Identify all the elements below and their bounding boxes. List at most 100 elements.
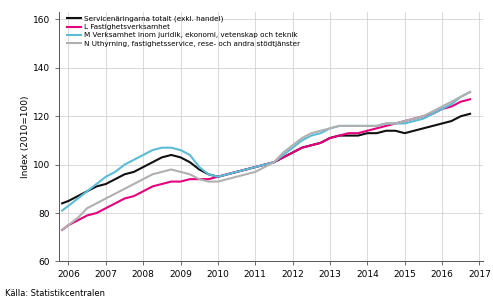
M Verksamhet inom juridik, ekonomi, vetenskap och teknik — [196, 165, 202, 169]
Servicenäringarna totalt (exkl. handel) — [421, 126, 426, 130]
Servicenäringarna totalt (exkl. handel) — [458, 114, 464, 118]
L Fastighetsverksamhet — [224, 172, 230, 176]
N Uthyrning, fastighetsservice, rese- och andra stödtjänster — [467, 90, 473, 94]
N Uthyrning, fastighetsservice, rese- och andra stödtjänster — [224, 177, 230, 181]
M Verksamhet inom juridik, ekonomi, vetenskap och teknik — [421, 117, 426, 120]
M Verksamhet inom juridik, ekonomi, vetenskap och teknik — [327, 126, 333, 130]
N Uthyrning, fastighetsservice, rese- och andra stödtjänster — [131, 182, 137, 186]
Servicenäringarna totalt (exkl. handel) — [187, 161, 193, 164]
M Verksamhet inom juridik, ekonomi, vetenskap och teknik — [317, 131, 323, 135]
L Fastighetsverksamhet — [262, 163, 268, 167]
L Fastighetsverksamhet — [336, 134, 342, 137]
Servicenäringarna totalt (exkl. handel) — [66, 199, 71, 203]
Servicenäringarna totalt (exkl. handel) — [75, 194, 81, 198]
M Verksamhet inom juridik, ekonomi, vetenskap och teknik — [467, 90, 473, 94]
M Verksamhet inom juridik, ekonomi, vetenskap och teknik — [346, 124, 352, 128]
M Verksamhet inom juridik, ekonomi, vetenskap och teknik — [66, 204, 71, 208]
L Fastighetsverksamhet — [84, 214, 90, 217]
Servicenäringarna totalt (exkl. handel) — [271, 161, 277, 164]
Servicenäringarna totalt (exkl. handel) — [327, 136, 333, 140]
L Fastighetsverksamhet — [346, 131, 352, 135]
Servicenäringarna totalt (exkl. handel) — [262, 163, 268, 167]
N Uthyrning, fastighetsservice, rese- och andra stödtjänster — [206, 180, 211, 183]
Servicenäringarna totalt (exkl. handel) — [364, 131, 370, 135]
N Uthyrning, fastighetsservice, rese- och andra stödtjänster — [317, 129, 323, 133]
M Verksamhet inom juridik, ekonomi, vetenskap och teknik — [430, 112, 436, 116]
M Verksamhet inom juridik, ekonomi, vetenskap och teknik — [383, 122, 389, 125]
L Fastighetsverksamhet — [66, 223, 71, 227]
L Fastighetsverksamhet — [187, 177, 193, 181]
N Uthyrning, fastighetsservice, rese- och andra stödtjänster — [411, 117, 417, 120]
Servicenäringarna totalt (exkl. handel) — [103, 182, 109, 186]
M Verksamhet inom juridik, ekonomi, vetenskap och teknik — [252, 165, 258, 169]
Servicenäringarna totalt (exkl. handel) — [131, 170, 137, 174]
Servicenäringarna totalt (exkl. handel) — [308, 143, 314, 147]
Servicenäringarna totalt (exkl. handel) — [299, 146, 305, 150]
Servicenäringarna totalt (exkl. handel) — [215, 175, 221, 178]
L Fastighetsverksamhet — [271, 161, 277, 164]
N Uthyrning, fastighetsservice, rese- och andra stödtjänster — [355, 124, 361, 128]
N Uthyrning, fastighetsservice, rese- och andra stödtjänster — [196, 177, 202, 181]
M Verksamhet inom juridik, ekonomi, vetenskap och teknik — [159, 146, 165, 150]
L Fastighetsverksamhet — [234, 170, 240, 174]
M Verksamhet inom juridik, ekonomi, vetenskap och teknik — [355, 124, 361, 128]
M Verksamhet inom juridik, ekonomi, vetenskap och teknik — [308, 134, 314, 137]
Servicenäringarna totalt (exkl. handel) — [290, 151, 296, 154]
L Fastighetsverksamhet — [439, 107, 445, 111]
N Uthyrning, fastighetsservice, rese- och andra stödtjänster — [66, 223, 71, 227]
N Uthyrning, fastighetsservice, rese- och andra stödtjänster — [187, 172, 193, 176]
N Uthyrning, fastighetsservice, rese- och andra stödtjänster — [392, 122, 398, 125]
Servicenäringarna totalt (exkl. handel) — [159, 156, 165, 159]
M Verksamhet inom juridik, ekonomi, vetenskap och teknik — [271, 161, 277, 164]
N Uthyrning, fastighetsservice, rese- och andra stödtjänster — [168, 168, 174, 171]
Servicenäringarna totalt (exkl. handel) — [112, 177, 118, 181]
M Verksamhet inom juridik, ekonomi, vetenskap och teknik — [224, 172, 230, 176]
Line: N Uthyrning, fastighetsservice, rese- och andra stödtjänster: N Uthyrning, fastighetsservice, rese- oc… — [62, 92, 470, 230]
M Verksamhet inom juridik, ekonomi, vetenskap och teknik — [149, 148, 155, 152]
M Verksamhet inom juridik, ekonomi, vetenskap och teknik — [374, 124, 380, 128]
M Verksamhet inom juridik, ekonomi, vetenskap och teknik — [206, 172, 211, 176]
M Verksamhet inom juridik, ekonomi, vetenskap och teknik — [94, 182, 100, 186]
Line: Servicenäringarna totalt (exkl. handel): Servicenäringarna totalt (exkl. handel) — [62, 114, 470, 203]
L Fastighetsverksamhet — [308, 143, 314, 147]
Servicenäringarna totalt (exkl. handel) — [234, 170, 240, 174]
L Fastighetsverksamhet — [215, 175, 221, 178]
L Fastighetsverksamhet — [103, 206, 109, 210]
Line: M Verksamhet inom juridik, ekonomi, vetenskap och teknik: M Verksamhet inom juridik, ekonomi, vete… — [62, 92, 470, 211]
M Verksamhet inom juridik, ekonomi, vetenskap och teknik — [140, 153, 146, 157]
Legend: Servicenäringarna totalt (exkl. handel), L Fastighetsverksamhet, M Verksamhet in: Servicenäringarna totalt (exkl. handel),… — [67, 16, 300, 47]
N Uthyrning, fastighetsservice, rese- och andra stödtjänster — [402, 119, 408, 123]
M Verksamhet inom juridik, ekonomi, vetenskap och teknik — [112, 170, 118, 174]
N Uthyrning, fastighetsservice, rese- och andra stödtjänster — [159, 170, 165, 174]
Line: L Fastighetsverksamhet: L Fastighetsverksamhet — [62, 99, 470, 230]
N Uthyrning, fastighetsservice, rese- och andra stödtjänster — [103, 197, 109, 200]
M Verksamhet inom juridik, ekonomi, vetenskap och teknik — [131, 158, 137, 162]
L Fastighetsverksamhet — [75, 219, 81, 222]
N Uthyrning, fastighetsservice, rese- och andra stödtjänster — [281, 151, 286, 154]
N Uthyrning, fastighetsservice, rese- och andra stödtjänster — [75, 216, 81, 220]
L Fastighetsverksamhet — [467, 98, 473, 101]
Servicenäringarna totalt (exkl. handel) — [149, 161, 155, 164]
L Fastighetsverksamhet — [299, 146, 305, 150]
M Verksamhet inom juridik, ekonomi, vetenskap och teknik — [262, 163, 268, 167]
N Uthyrning, fastighetsservice, rese- och andra stödtjänster — [243, 172, 249, 176]
M Verksamhet inom juridik, ekonomi, vetenskap och teknik — [458, 95, 464, 99]
Servicenäringarna totalt (exkl. handel) — [430, 124, 436, 128]
Servicenäringarna totalt (exkl. handel) — [94, 185, 100, 188]
M Verksamhet inom juridik, ekonomi, vetenskap och teknik — [281, 153, 286, 157]
Servicenäringarna totalt (exkl. handel) — [281, 156, 286, 159]
N Uthyrning, fastighetsservice, rese- och andra stödtjänster — [271, 161, 277, 164]
L Fastighetsverksamhet — [430, 112, 436, 116]
M Verksamhet inom juridik, ekonomi, vetenskap och teknik — [215, 175, 221, 178]
N Uthyrning, fastighetsservice, rese- och andra stödtjänster — [252, 170, 258, 174]
L Fastighetsverksamhet — [290, 151, 296, 154]
L Fastighetsverksamhet — [364, 129, 370, 133]
M Verksamhet inom juridik, ekonomi, vetenskap och teknik — [336, 124, 342, 128]
Servicenäringarna totalt (exkl. handel) — [346, 134, 352, 137]
N Uthyrning, fastighetsservice, rese- och andra stödtjänster — [383, 122, 389, 125]
N Uthyrning, fastighetsservice, rese- och andra stödtjänster — [94, 202, 100, 205]
N Uthyrning, fastighetsservice, rese- och andra stödtjänster — [449, 100, 455, 104]
L Fastighetsverksamhet — [355, 131, 361, 135]
L Fastighetsverksamhet — [131, 194, 137, 198]
N Uthyrning, fastighetsservice, rese- och andra stödtjänster — [234, 175, 240, 178]
